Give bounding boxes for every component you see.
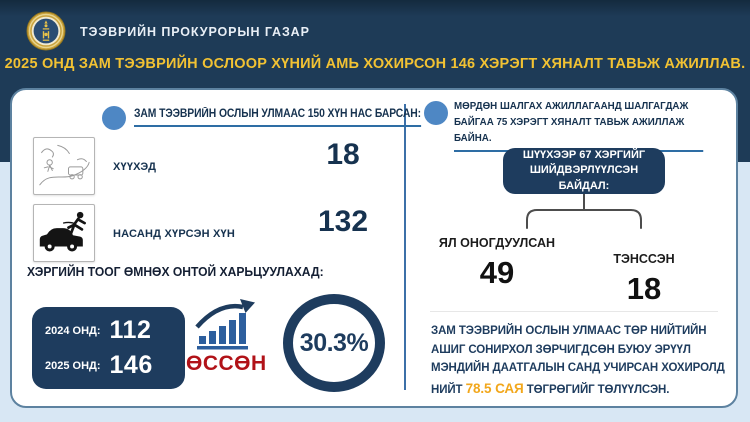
year-2024-value: 112 bbox=[109, 316, 152, 344]
row-value-children: 18 bbox=[326, 138, 360, 171]
car-pedestrian-crash-icon bbox=[33, 204, 95, 262]
outcome-probation: ТЭНССЭН 18 bbox=[588, 235, 700, 307]
investigation-heading: МӨРДӨН ШАЛГАХ АЖИЛЛАГААНД ШАЛГАГДАЖ БАЙГ… bbox=[454, 99, 704, 153]
year-2025-label: 2025 ОНД: bbox=[45, 359, 101, 372]
year-row-2025: 2025 ОНД: 146 bbox=[45, 351, 172, 380]
year-comparison-box: 2024 ОНД: 112 2025 ОНД: 146 bbox=[32, 307, 185, 389]
year-2024-label: 2024 ОНД: bbox=[45, 324, 101, 337]
compensation-amount: 78.5 САЯ bbox=[465, 380, 524, 396]
year-2025-value: 146 bbox=[109, 351, 153, 379]
percent-increase-ring: 30.3% bbox=[283, 294, 385, 392]
trend-increased-label: ӨССӨН bbox=[186, 352, 267, 375]
panel-divider bbox=[404, 104, 406, 390]
bullet-dot-icon bbox=[424, 101, 448, 125]
outcome-sentenced-value: 49 bbox=[479, 255, 515, 291]
outcome-sentenced-label: ЯЛ ОНОГДУУЛСАН bbox=[438, 236, 556, 250]
percent-increase-value: 30.3% bbox=[299, 328, 369, 357]
rising-bar-chart-icon bbox=[193, 296, 259, 352]
page-title: 2025 ОНД ЗАМ ТЭЭВРИЙН ОСЛООР ХҮНИЙ АМЬ Х… bbox=[4, 56, 746, 72]
comparison-heading: ХЭРГИЙН ТООГ ӨМНӨХ ОНТОЙ ХАРЬЦУУЛАХАД: bbox=[27, 264, 324, 279]
outcome-probation-value: 18 bbox=[626, 271, 662, 307]
deaths-heading: ЗАМ ТЭЭВРИЙН ОСЛЫН УЛМААС 150 ХҮН НАС БА… bbox=[134, 108, 421, 127]
row-value-adults: 132 bbox=[317, 205, 369, 238]
row-label-adults: НАСАНД ХҮРСЭН ХҮН bbox=[113, 228, 236, 240]
year-row-2024: 2024 ОНД: 112 bbox=[45, 316, 172, 345]
outcome-probation-label: ТЭНССЭН bbox=[613, 252, 675, 266]
compensation-paragraph: ЗАМ ТЭЭВРИЙН ОСЛЫН УЛМААС ТӨР НИЙТИЙН АШ… bbox=[431, 322, 729, 400]
compensation-text-after: ТӨГРӨГИЙГ ТӨЛҮҮЛСЭН. bbox=[523, 383, 670, 396]
row-label-children: ХҮҮХЭД bbox=[113, 161, 157, 173]
child-accident-sketch-icon bbox=[33, 137, 95, 195]
branch-connector bbox=[510, 193, 658, 230]
court-decisions-box: ШҮҮХЭЭР 67 ХЭРГИЙГ ШИЙДВЭРЛҮҮЛСЭН БАЙДАЛ… bbox=[503, 148, 665, 194]
bullet-dot-icon bbox=[102, 106, 126, 130]
prosecutor-emblem-icon bbox=[26, 11, 66, 51]
outcome-sentenced: ЯЛ ОНОГДУУЛСАН 49 bbox=[438, 235, 556, 291]
footer-divider bbox=[430, 311, 718, 312]
compensation-text-before: ЗАМ ТЭЭВРИЙН ОСЛЫН УЛМААС ТӨР НИЙТИЙН АШ… bbox=[431, 325, 725, 396]
org-name: ТЭЭВРИЙН ПРОКУРОРЫН ГАЗАР bbox=[80, 25, 310, 39]
court-decisions-label: ШҮҮХЭЭР 67 ХЭРГИЙГ ШИЙДВЭРЛҮҮЛСЭН БАЙДАЛ… bbox=[522, 148, 646, 192]
